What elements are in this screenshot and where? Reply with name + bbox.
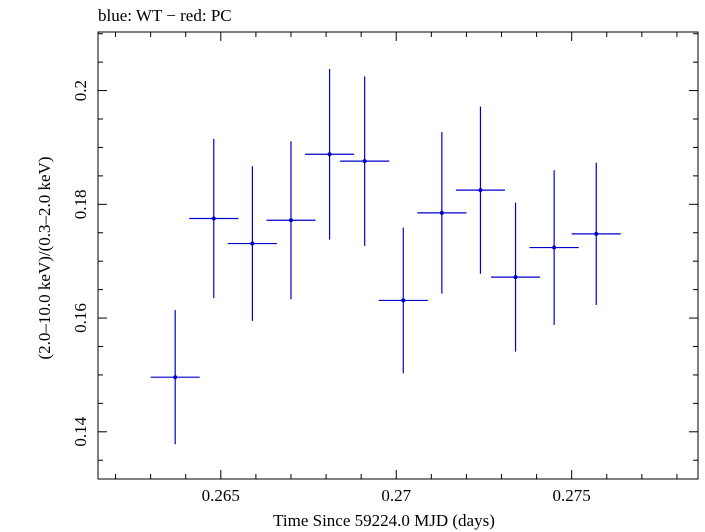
data-point bbox=[211, 216, 216, 221]
data-point bbox=[401, 298, 406, 303]
chart-title: blue: WT − red: PC bbox=[98, 6, 232, 25]
data-point bbox=[552, 245, 557, 250]
x-tick-label: 0.265 bbox=[202, 486, 240, 505]
axis-ticks bbox=[98, 32, 698, 479]
data-point bbox=[478, 188, 483, 193]
data-point bbox=[288, 218, 293, 223]
x-tick-label: 0.275 bbox=[553, 486, 591, 505]
x-axis-label: Time Since 59224.0 MJD (days) bbox=[273, 511, 495, 530]
data-point bbox=[250, 241, 255, 246]
data-point bbox=[173, 375, 178, 380]
y-tick-label: 0.14 bbox=[71, 416, 90, 446]
y-tick-label: 0.16 bbox=[71, 303, 90, 333]
data-point bbox=[362, 159, 367, 164]
y-tick-label: 0.2 bbox=[71, 80, 90, 101]
y-axis-label: (2.0–10.0 keV)/(0.3–2.0 keV) bbox=[35, 156, 54, 359]
y-tick-label: 0.18 bbox=[71, 189, 90, 219]
x-tick-label: 0.27 bbox=[381, 486, 411, 505]
plot-frame bbox=[97, 31, 699, 480]
data-point bbox=[439, 210, 444, 215]
data-point bbox=[327, 152, 332, 157]
error-bars bbox=[150, 68, 621, 445]
data-point bbox=[513, 275, 518, 280]
data-points bbox=[173, 152, 599, 380]
data-point bbox=[594, 231, 599, 236]
axis-tick-labels: 0.265 0.27 0.275 0.14 0.16 0.18 0.2 bbox=[71, 80, 591, 505]
